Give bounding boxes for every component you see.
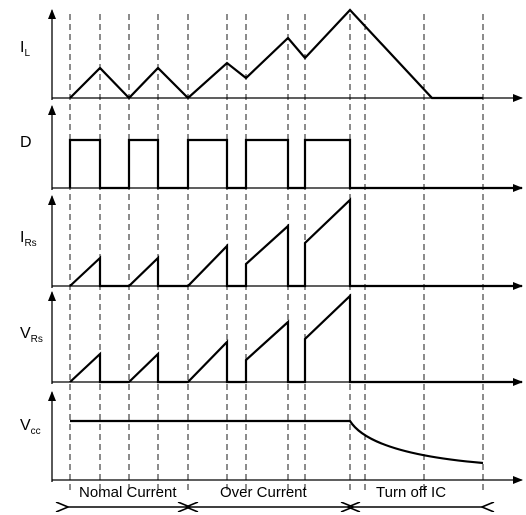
d-waveform [68,138,522,190]
il-waveform [69,8,483,100]
phase-label-normal: Nomal Current [79,484,177,501]
irs-waveform [69,197,522,288]
signal-label: IL [20,39,30,59]
panel-vrs: VRs [20,291,523,386]
vrs-waveform [69,293,522,384]
phase-annotations: Nomal Current Over Current Turn off IC [68,484,482,507]
panel-il: IL [20,8,523,102]
phase-label-over: Over Current [220,484,308,501]
vcc-waveform [70,419,484,465]
phase-label-turnoff: Turn off IC [376,484,446,501]
panel-d: D [20,105,523,192]
signal-label: VRs [20,325,43,345]
signal-label: D [20,134,32,151]
panel-vcc: Vcc [20,391,523,484]
panel-irs: IRs [20,195,523,290]
signal-label: Vcc [20,417,41,437]
signal-label: IRs [20,229,37,249]
